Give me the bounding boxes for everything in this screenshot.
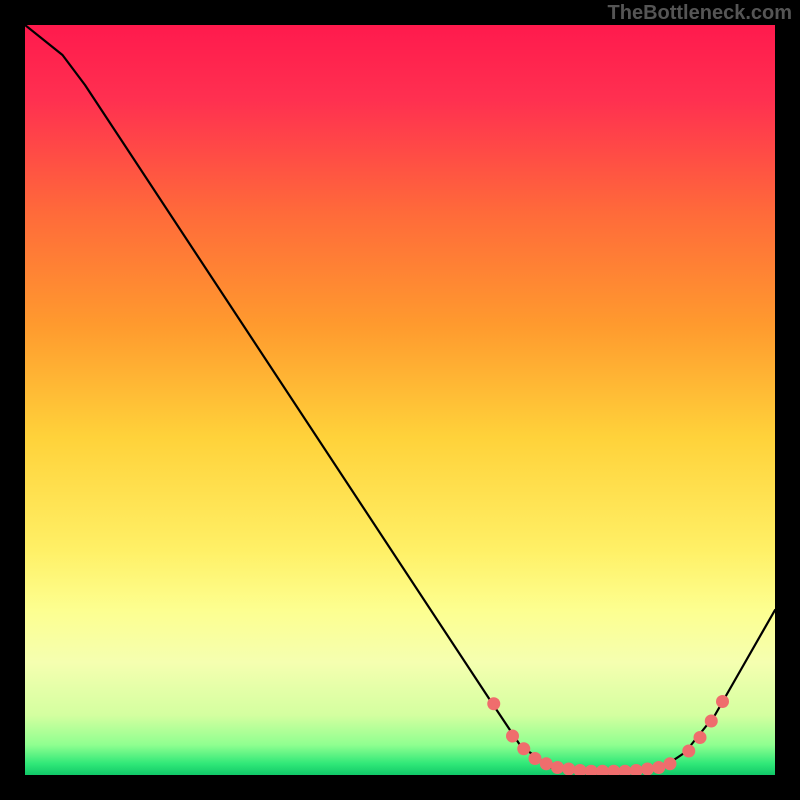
- chart-area: [25, 25, 775, 775]
- curve-markers: [487, 695, 729, 775]
- watermark-text: TheBottleneck.com: [608, 2, 792, 25]
- chart-overlay: [25, 25, 775, 775]
- bottleneck-curve: [25, 25, 775, 771]
